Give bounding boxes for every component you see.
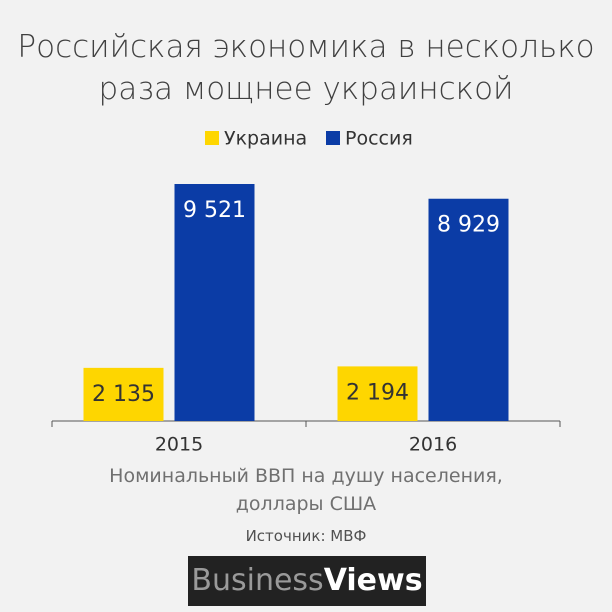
value-label: 2 135 [92,382,155,407]
value-label: 9 521 [183,198,246,223]
value-label: 8 929 [437,213,500,238]
logo-part: Business [191,563,324,598]
bar [337,366,418,421]
source: Источник: МВФ [245,527,367,545]
x-tick-label: 2016 [409,434,457,456]
legend-label: Россия [345,128,413,150]
bar [83,367,164,421]
bar [428,198,509,421]
legend-swatch [326,131,340,145]
value-label: 2 194 [346,380,409,405]
logo-part: Views [323,563,423,598]
legend-swatch [205,131,219,145]
x-tick-label: 2015 [155,434,203,456]
x-axis-label: Номинальный ВВП на душу населения, долла… [109,465,503,515]
logo: BusinessViews [188,556,426,606]
legend-label: Украина [224,128,307,150]
chart-title: Российская экономика в несколько раза мо… [17,29,595,107]
bar [174,184,255,421]
